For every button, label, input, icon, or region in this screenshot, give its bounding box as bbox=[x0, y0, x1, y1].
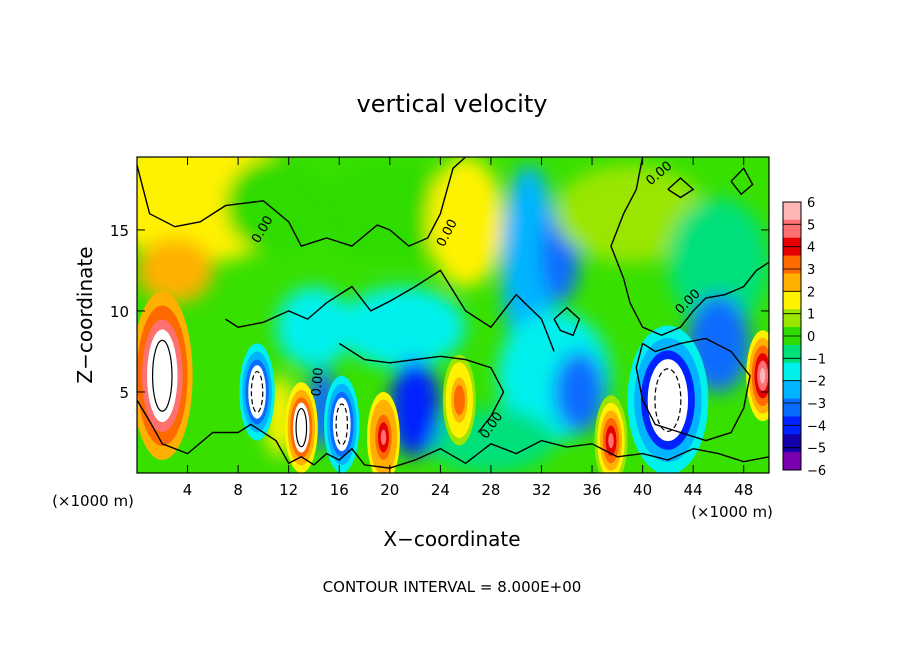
colorbar-label-0: 6 bbox=[807, 196, 815, 211]
x-axis-label: X−coordinate bbox=[383, 527, 520, 551]
field-feature-5-ring-5 bbox=[456, 392, 463, 408]
plot-frame bbox=[136, 156, 770, 474]
colorbar-swatch-0 bbox=[783, 202, 801, 221]
y-tick-label-15: 15 bbox=[110, 222, 129, 240]
x-tick-label-16: 16 bbox=[330, 481, 349, 499]
field-feature-4-ring-5 bbox=[380, 429, 387, 445]
colorbar-swatch-8 bbox=[783, 344, 801, 364]
x-tick-label-12: 12 bbox=[279, 481, 298, 499]
x-unit-right: (×1000 m) bbox=[691, 503, 773, 521]
colorbar-swatch-1 bbox=[783, 219, 801, 239]
field-region-11 bbox=[554, 351, 605, 433]
zero-contour-0 bbox=[137, 157, 467, 247]
field-feature-6-ring-5 bbox=[608, 433, 614, 449]
zero-contour-6 bbox=[553, 306, 581, 337]
field-feature-3-contour bbox=[335, 403, 349, 446]
x-tick-label-4: 4 bbox=[183, 481, 193, 499]
colorbar-swatch-10 bbox=[783, 380, 801, 400]
x-tick-label-40: 40 bbox=[633, 481, 652, 499]
zero-contour-3 bbox=[338, 342, 505, 433]
x-tick-label-24: 24 bbox=[431, 481, 450, 499]
colorbar-label-6: 0 bbox=[807, 330, 815, 345]
field-feature-0-contour bbox=[151, 339, 173, 412]
contour-interval-note: CONTOUR INTERVAL = 8.000E+00 bbox=[323, 578, 582, 596]
colorbar-label-10: −4 bbox=[807, 419, 826, 434]
colorbar-label-7: −1 bbox=[807, 352, 826, 367]
colorbar-label-3: 3 bbox=[807, 263, 815, 278]
colorbar-swatch-5 bbox=[783, 291, 801, 310]
colorbar-swatch-3 bbox=[783, 255, 801, 274]
colorbar-label-8: −2 bbox=[807, 375, 826, 390]
field-region-6 bbox=[554, 165, 706, 263]
zero-contour-8 bbox=[730, 167, 754, 196]
colorbar-swatch-4 bbox=[783, 273, 801, 292]
field-region-7 bbox=[667, 197, 769, 328]
field-region-9 bbox=[339, 286, 466, 368]
zero-contour-4 bbox=[610, 157, 769, 337]
colorbar-swatch-14 bbox=[783, 452, 801, 471]
y-tick-label-5: 5 bbox=[119, 384, 129, 402]
field-region-3 bbox=[427, 157, 504, 287]
colorbar-label-4: 2 bbox=[807, 285, 815, 300]
colorbar-swatch-13 bbox=[783, 434, 801, 453]
field-region-13 bbox=[137, 238, 213, 303]
x-tick-label-48: 48 bbox=[734, 481, 753, 499]
x-tick-label-32: 32 bbox=[532, 481, 551, 499]
field-feature-2-contour bbox=[295, 407, 308, 448]
contour-label-2: 0.00 bbox=[309, 367, 326, 397]
colorbar-label-12: −6 bbox=[807, 464, 826, 479]
colorbar: 6 5 4 3 2 1 0 −1 −2 −3 −4 −5 −6 bbox=[782, 196, 826, 479]
chart-title: vertical velocity bbox=[357, 90, 548, 118]
x-tick-label-28: 28 bbox=[481, 481, 500, 499]
y-tick-label-10: 10 bbox=[110, 303, 129, 321]
heatmap-field: 0.00 0.000.000.000.000.00 bbox=[137, 157, 769, 473]
x-tick-label-36: 36 bbox=[582, 481, 601, 499]
field-region-1 bbox=[225, 157, 327, 255]
zero-contour-7 bbox=[667, 177, 695, 199]
colorbar-swatch-6 bbox=[783, 309, 801, 328]
colorbar-label-2: 4 bbox=[807, 241, 815, 256]
colorbar-label-11: −5 bbox=[807, 442, 826, 457]
field-region-15 bbox=[389, 359, 441, 457]
x-tick-label-20: 20 bbox=[380, 481, 399, 499]
field-feature-7-contour bbox=[654, 368, 682, 432]
field-feature-1-contour bbox=[250, 370, 264, 413]
field-region-4 bbox=[501, 165, 557, 360]
colorbar-label-5: 1 bbox=[807, 308, 815, 323]
x-unit-left: (×1000 m) bbox=[52, 492, 134, 510]
field-feature-0-beyond-scale bbox=[147, 329, 178, 423]
zero-contour-2 bbox=[225, 269, 555, 352]
field-feature-8-ring-5 bbox=[759, 368, 766, 384]
x-tick-label-8: 8 bbox=[233, 481, 243, 499]
colorbar-swatch-9 bbox=[783, 362, 801, 382]
y-axis-label: Z−coordinate bbox=[73, 246, 97, 383]
colorbar-swatch-11 bbox=[783, 398, 801, 417]
x-tick-label-44: 44 bbox=[684, 481, 703, 499]
colorbar-label-1: 5 bbox=[807, 218, 815, 233]
zero-contour-5 bbox=[635, 337, 751, 442]
field-region-8 bbox=[276, 286, 352, 368]
colorbar-label-9: −3 bbox=[807, 397, 826, 412]
